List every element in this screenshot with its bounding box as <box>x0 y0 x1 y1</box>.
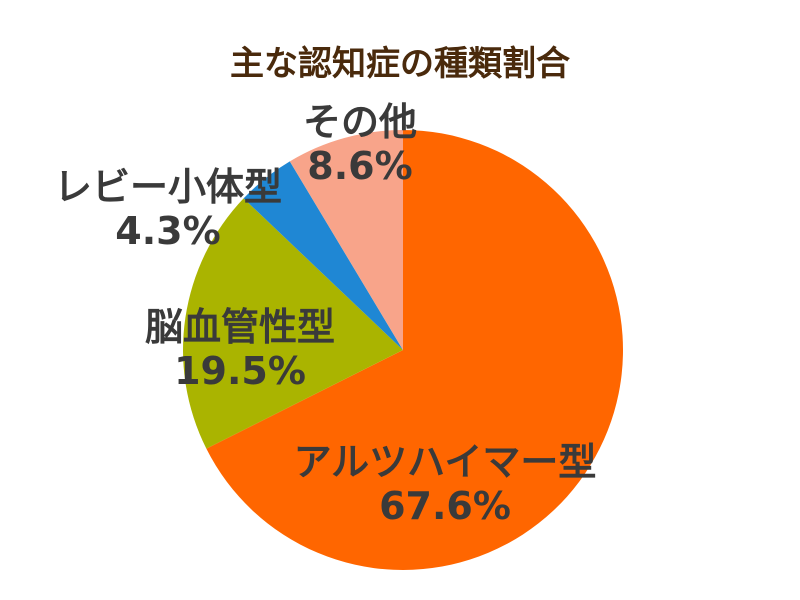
slice-value-label: 19.5% <box>174 349 306 393</box>
pie-slice-2 <box>183 198 403 449</box>
slice-name-label: その他 <box>303 100 417 144</box>
slice-value-label: 67.6% <box>379 484 511 528</box>
pie-slice-4 <box>289 130 403 350</box>
chart-title: 主な認知症の種類割合 <box>230 44 570 84</box>
slice-name-label: アルツハイマー型 <box>294 440 597 484</box>
pie-slice-1 <box>206 130 623 570</box>
slice-name-label: 脳血管性型 <box>145 305 335 349</box>
slice-name-label: レビー小体型 <box>54 165 282 209</box>
slice-value-label: 8.6% <box>307 144 412 188</box>
slice-value-label: 4.3% <box>115 209 220 253</box>
pie-slice-3 <box>243 161 403 350</box>
pie-slices <box>183 130 623 570</box>
